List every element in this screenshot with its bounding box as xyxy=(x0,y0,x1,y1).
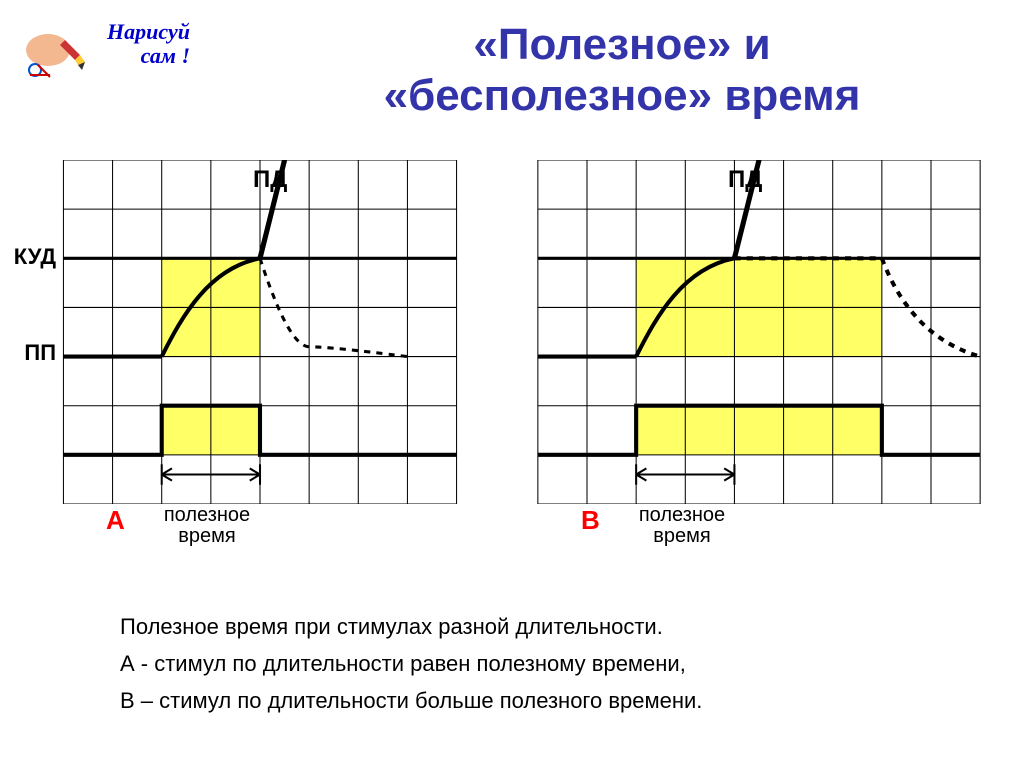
title-line2: «бесполезное» время xyxy=(384,71,861,120)
label-pp: ПП xyxy=(24,340,56,366)
panel-letter-b: В xyxy=(581,505,600,536)
caption-line-3: В – стимул по длительности больше полезн… xyxy=(120,684,964,717)
hand-drawing-icon xyxy=(20,20,90,80)
panel-letter-a: А xyxy=(106,505,125,536)
chart-a xyxy=(60,160,460,504)
panel-caption-a: полезное время xyxy=(152,505,262,547)
panel-b: ПД В полезное время xyxy=(535,160,1010,590)
panel-a: ПД А полезное время xyxy=(60,160,535,590)
diagram-area: КУД ПП ПД А полезное время ПД В полезное… xyxy=(10,160,1010,590)
y-axis-labels: КУД ПП xyxy=(10,160,60,590)
panel-caption-b: полезное время xyxy=(627,505,737,547)
draw-yourself-badge: Нарисуй сам ! xyxy=(20,20,190,80)
title-line1: «Полезное» и xyxy=(473,20,770,69)
chart-b xyxy=(535,160,983,504)
caption-block: Полезное время при стимулах разной длите… xyxy=(120,610,964,721)
logo-line2: сам ! xyxy=(141,43,190,68)
label-pd-a: ПД xyxy=(253,166,287,194)
logo-line1: Нарисуй xyxy=(107,19,190,44)
label-pd-b: ПД xyxy=(728,166,762,194)
page-title: «Полезное» и «бесполезное» время xyxy=(280,20,964,121)
caption-line-1: Полезное время при стимулах разной длите… xyxy=(120,610,964,643)
label-kud: КУД xyxy=(14,244,56,270)
caption-line-2: А - стимул по длительности равен полезно… xyxy=(120,647,964,680)
